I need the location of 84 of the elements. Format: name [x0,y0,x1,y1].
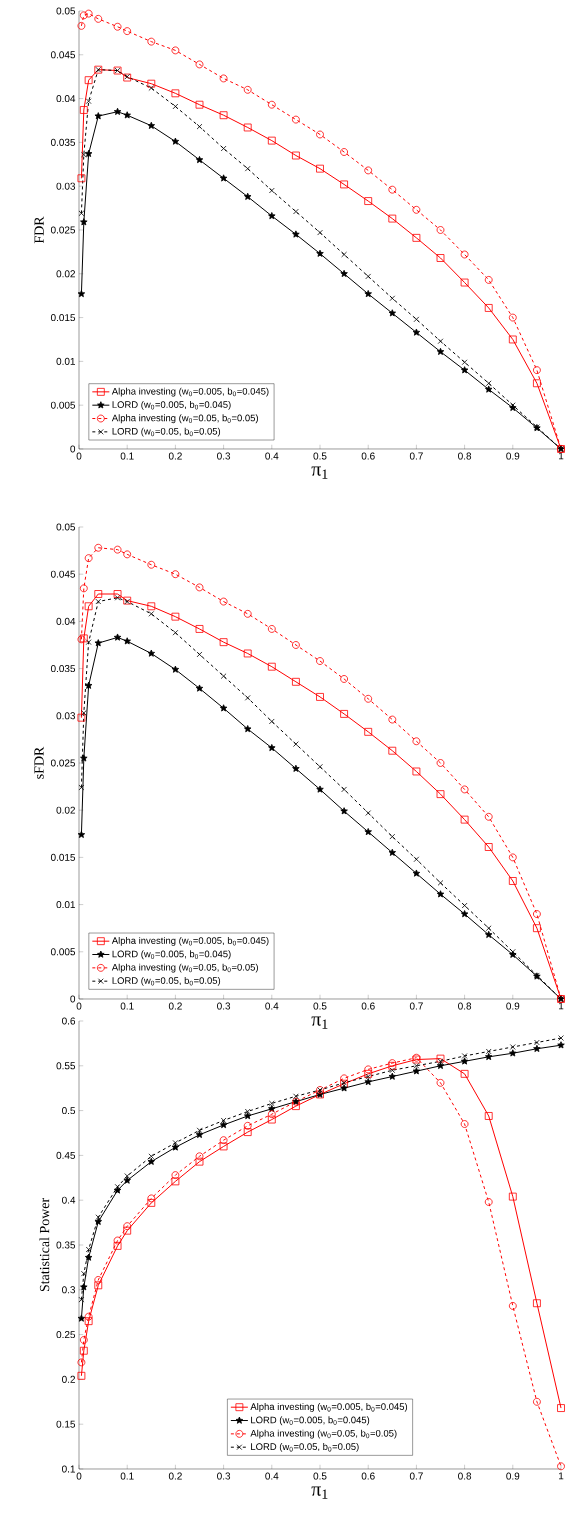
y-tick-label: 0.3 [61,1286,75,1294]
y-tick-label: 0.05 [56,523,76,531]
y-tick-label: 0.025 [50,226,76,234]
y-tick-label: 0.15 [56,1420,76,1428]
y-tick-label: 0.04 [56,95,76,103]
legend-label: LORD (w$_{0}$=0.05, b$_{0}$=0.05) [112,427,221,437]
x-tick-label: 0 [76,452,82,460]
legend-label: Alpha investing (w$_{0}$=0.05, b$_{0}$=0.05) [111,414,258,424]
y-tick-label: 0.6 [61,1017,75,1025]
x-tick-label: 0.7 [409,1472,423,1480]
legend-label: Alpha investing (w$_{0}$=0.005, b$_{0}$=0.045) [111,387,269,397]
y-tick-label: 0.005 [50,948,76,956]
x-tick-label: 0.8 [458,1472,472,1480]
y-tick-label: 0.1 [61,1465,75,1473]
legend-label: LORD (w$_{0}$=0.005, b$_{0}$=0.045) [112,401,231,410]
y-tick-label: 0.45 [56,1151,76,1159]
y-tick-label: 0.015 [50,314,76,322]
y-tick-label: 0.02 [56,270,75,278]
y-tick-label: 0.03 [56,712,75,720]
y-tick-label: 0.015 [50,853,76,861]
x-tick-label: 0.4 [265,452,279,460]
y-tick-label: 0.03 [56,182,75,190]
y-tick-label: 0.5 [61,1107,76,1115]
y-tick-label: 0.01 [56,357,75,365]
x-tick-label: 0.3 [217,1472,231,1480]
legend-label: LORD (w$_{0}$=0.005, b$_{0}$=0.045) [112,950,231,960]
x-tick-label: 0.5 [313,452,327,460]
legend-label: LORD (w$_{0}$=0.05, b$_{0}$=0.05) [251,1443,359,1452]
y-axis-title: FDR [34,216,44,244]
x-tick-label: 0.2 [168,452,182,460]
x-tick-label: 0.4 [265,1002,279,1010]
legend-label: Alpha investing (w$_{0}$=0.005, b$_{0}$=0.045) [250,1403,407,1412]
x-tick-label: 0 [76,1472,82,1480]
y-tick-label: 0.025 [50,759,76,767]
legend-label: Alpha investing (w$_{0}$=0.005, b$_{0}$=0.045) [111,937,269,946]
x-tick-label: 1 [558,452,564,460]
x-axis-title: π$_{1}$ [311,1016,328,1029]
legend-label: LORD (w$_{0}$=0.005, b$_{0}$=0.045) [251,1416,370,1426]
y-tick-label: 0.01 [56,901,75,909]
x-tick-label: 0.9 [506,1472,520,1480]
x-tick-label: 1 [558,1472,564,1480]
x-tick-label: 0.5 [313,1472,327,1480]
y-axis-title: sFDR [34,746,44,779]
y-tick-label: 0.4 [61,1196,76,1204]
y-tick-label: 0.55 [56,1062,76,1070]
y-axis-title: Statistical Power [39,1198,50,1292]
x-tick-label: 0.2 [168,1002,182,1010]
x-tick-label: 0.6 [361,1002,375,1010]
x-tick-label: 0.9 [506,452,520,460]
x-tick-label: 0.9 [506,1002,520,1010]
x-tick-label: 0.2 [168,1472,182,1480]
x-tick-label: 0.8 [458,1002,472,1010]
y-tick-label: 0.035 [50,138,76,146]
x-tick-label: 0.8 [458,452,472,460]
y-tick-label: 0.04 [56,617,76,625]
legend-label: Alpha investing (w$_{0}$=0.05, b$_{0}$=0.05) [111,963,258,973]
x-tick-label: 0.7 [409,1002,423,1010]
y-tick-label: 0.045 [50,51,76,59]
legend-label: LORD (w$_{0}$=0.05, b$_{0}$=0.05) [112,977,221,986]
x-tick-label: 0.4 [265,1472,279,1480]
x-tick-label: 0 [76,1002,82,1010]
y-tick-label: 0.035 [50,665,76,673]
y-tick-label: 0 [70,445,76,453]
legend-label: Alpha investing (w$_{0}$=0.05, b$_{0}$=0.05) [250,1429,397,1439]
x-tick-label: 0.6 [361,452,375,460]
y-tick-label: 0.005 [50,401,76,409]
x-axis-title: π$_{1}$ [311,466,328,479]
y-tick-label: 0.02 [56,806,75,814]
x-axis-title: π$_{1}$ [311,1486,328,1499]
x-tick-label: 0.1 [120,1002,134,1010]
y-tick-label: 0.25 [56,1331,76,1339]
y-tick-label: 0 [70,995,76,1003]
x-tick-label: 0.1 [120,1472,134,1480]
y-tick-label: 0.2 [61,1375,75,1383]
x-tick-label: 0.5 [313,1002,327,1010]
x-tick-label: 0.3 [217,452,231,460]
x-tick-label: 0.6 [361,1472,375,1480]
x-tick-label: 0.3 [217,1002,231,1010]
x-tick-label: 0.1 [120,452,134,460]
y-tick-label: 0.045 [50,570,76,578]
x-tick-label: 0.7 [409,452,423,460]
y-tick-label: 0.05 [56,7,76,15]
x-tick-label: 1 [558,1002,564,1010]
y-tick-label: 0.35 [56,1241,76,1249]
